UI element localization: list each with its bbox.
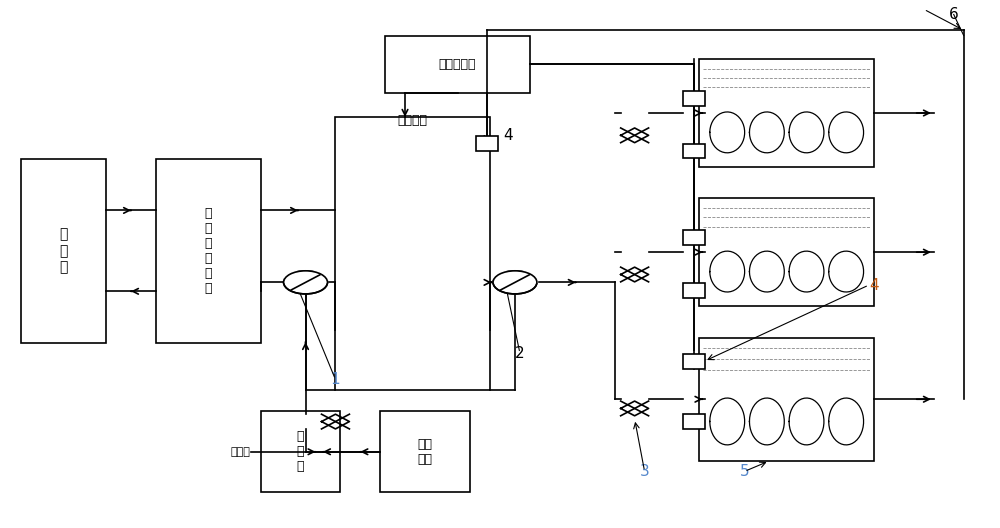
Text: 温度调节器: 温度调节器 bbox=[439, 58, 476, 71]
Bar bbox=[683, 144, 705, 158]
Bar bbox=[21, 159, 106, 343]
Circle shape bbox=[493, 271, 537, 294]
Text: 保温水箱: 保温水箱 bbox=[398, 114, 428, 127]
Bar bbox=[476, 136, 498, 150]
Bar bbox=[683, 230, 705, 245]
Bar bbox=[683, 414, 705, 429]
Text: 2: 2 bbox=[515, 346, 525, 361]
Bar bbox=[261, 411, 340, 493]
Text: 6: 6 bbox=[949, 7, 959, 22]
Bar bbox=[683, 283, 705, 298]
Text: 5: 5 bbox=[740, 464, 749, 479]
Text: 补
水
箱: 补 水 箱 bbox=[297, 430, 304, 473]
Bar bbox=[380, 411, 470, 493]
Text: 进水口: 进水口 bbox=[231, 447, 251, 457]
Bar bbox=[385, 35, 530, 93]
Text: 水过
滤器: 水过 滤器 bbox=[418, 438, 433, 466]
Bar bbox=[699, 337, 874, 461]
Text: 空
压
机: 空 压 机 bbox=[60, 228, 68, 274]
Text: 1: 1 bbox=[331, 372, 340, 387]
Text: 油
水
热
交
换
器: 油 水 热 交 换 器 bbox=[205, 207, 212, 295]
Text: 3: 3 bbox=[640, 464, 649, 479]
Bar bbox=[683, 91, 705, 106]
Bar bbox=[699, 59, 874, 167]
Text: 4: 4 bbox=[869, 278, 879, 293]
Bar bbox=[683, 354, 705, 369]
Circle shape bbox=[284, 271, 327, 294]
Text: 4: 4 bbox=[503, 128, 513, 143]
Bar bbox=[335, 117, 490, 390]
Bar bbox=[156, 159, 261, 343]
Bar bbox=[699, 199, 874, 306]
